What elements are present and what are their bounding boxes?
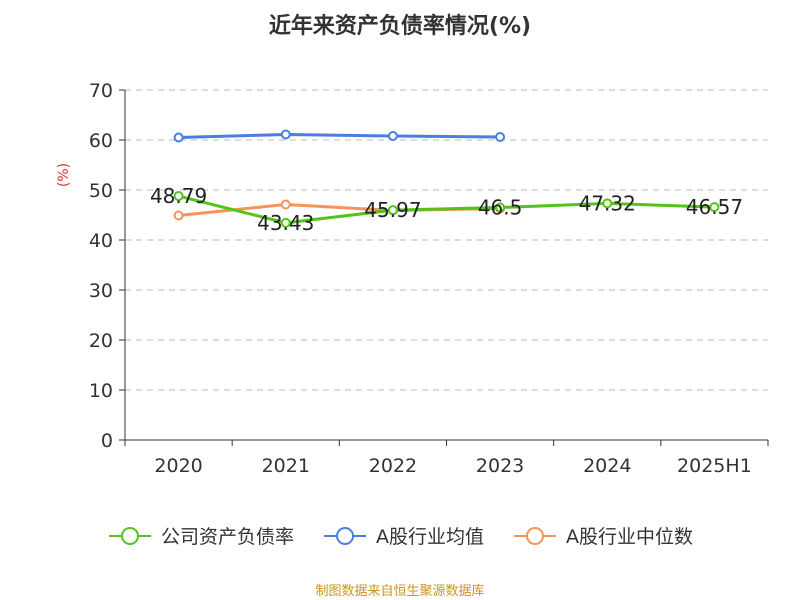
legend-marker-icon — [514, 526, 556, 545]
y-tick-label: 40 — [89, 230, 113, 252]
axes: 0 10 20 30 40 50 60 70 (%) 2020 2021 2022 2023 2024 20… — [56, 80, 769, 477]
legend-item[interactable]: A股行业中位数 — [512, 522, 693, 549]
chart-title: 近年来资产负债率情况(%) — [268, 14, 532, 39]
data-label: 45.97 — [364, 198, 421, 222]
legend-item[interactable]: 公司资产负债率 — [107, 522, 294, 549]
y-tick-label: 10 — [89, 380, 113, 402]
data-point — [495, 202, 506, 213]
legend-marker-icon — [108, 526, 151, 545]
y-tick-label: 70 — [89, 80, 113, 102]
legend-label: 公司资产负债率 — [160, 526, 294, 548]
data-point — [709, 202, 720, 213]
series-lines — [173, 129, 720, 228]
data-label: 46.5 — [478, 196, 523, 220]
series-line — [178, 194, 715, 225]
y-tick-label: 50 — [89, 180, 113, 202]
x-tick-label: 2024 — [583, 455, 631, 477]
data-point — [602, 198, 613, 209]
data-point — [387, 205, 398, 216]
data-label: 47.32 — [579, 191, 636, 215]
data-point — [495, 132, 506, 142]
data-point — [173, 210, 184, 221]
data-point — [280, 129, 291, 140]
data-point — [280, 217, 291, 228]
data-point — [387, 131, 398, 141]
legend-label: A股行业均值 — [376, 526, 484, 548]
x-tick-label: 2025H1 — [677, 455, 752, 477]
data-label: 48.79 — [150, 184, 207, 208]
data-labels: 48.79 43.43 45.97 46.5 47.32 46.57 — [150, 184, 743, 235]
data-point — [173, 191, 184, 202]
y-tick-label: 0 — [101, 430, 113, 452]
legend-marker-icon — [324, 526, 366, 545]
grid-lines — [125, 89, 768, 391]
legend-item[interactable]: A股行业均值 — [322, 522, 484, 549]
data-label: 43.43 — [257, 211, 314, 235]
data-point — [280, 199, 291, 210]
x-tick-label: 2021 — [262, 455, 310, 477]
series-line — [178, 133, 501, 139]
y-tick-label: 20 — [89, 330, 113, 352]
x-tick-label: 2023 — [476, 455, 524, 477]
source-note: 制图数据来自恒生聚源数据库 — [315, 584, 485, 599]
legend-label: A股行业中位数 — [566, 526, 693, 548]
y-tick-label: 60 — [89, 130, 113, 152]
data-point — [173, 132, 184, 143]
x-tick-label: 2022 — [369, 455, 417, 477]
x-tick-label: 2020 — [154, 455, 202, 477]
legend: 公司资产负债率 A股行业均值 A股行业中位数 — [0, 522, 800, 549]
data-label: 46.57 — [686, 195, 743, 219]
y-tick-label: 30 — [89, 280, 113, 302]
y-axis-label: (%) — [56, 163, 72, 187]
